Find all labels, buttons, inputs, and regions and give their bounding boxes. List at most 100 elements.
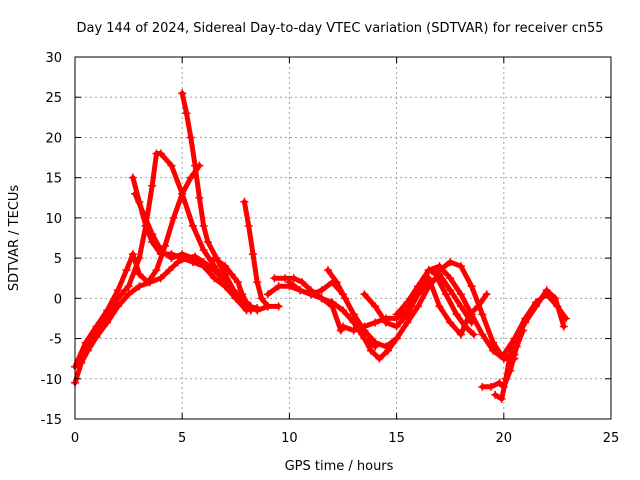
data-point (103, 310, 112, 319)
series-arc-18 (431, 270, 478, 339)
data-point (392, 310, 401, 319)
data-point (135, 270, 144, 279)
data-point (186, 133, 195, 142)
data-point (270, 274, 279, 283)
series-trace (394, 263, 517, 362)
data-point (371, 302, 380, 311)
data-point (195, 193, 204, 202)
data-point (113, 286, 122, 295)
y-tick-label: -10 (41, 373, 62, 388)
data-point (336, 326, 345, 335)
y-tick-label: 10 (45, 212, 62, 227)
data-point (210, 274, 219, 283)
data-point (349, 310, 358, 319)
data-point (360, 290, 369, 299)
data-point (244, 221, 253, 230)
data-point (317, 286, 326, 295)
data-point (461, 322, 470, 331)
data-point (242, 298, 251, 307)
data-point (199, 262, 208, 271)
data-point (285, 278, 294, 287)
data-point (165, 266, 174, 275)
data-point (156, 149, 165, 158)
data-point (542, 290, 551, 299)
data-point (358, 330, 367, 339)
data-point (495, 378, 504, 387)
data-point (446, 274, 455, 283)
data-point (199, 246, 208, 255)
data-point (446, 258, 455, 267)
data-point (403, 310, 412, 319)
x-axis-label: GPS time / hours (285, 459, 394, 474)
axis-ticks: 0 5 10 15 20 25 -15 -10 -5 0 5 10 15 20 25 30 (41, 51, 620, 446)
data-point (553, 302, 562, 311)
data-point (221, 262, 230, 271)
x-tick-label: 5 (178, 431, 186, 446)
data-point (381, 318, 390, 327)
data-point (441, 290, 450, 299)
data-point (128, 173, 137, 182)
data-point (240, 197, 249, 206)
x-tick-label: 10 (281, 431, 298, 446)
data-point (349, 326, 358, 335)
data-point (253, 278, 262, 287)
series-arc-6 (178, 89, 255, 315)
data-series (71, 89, 570, 403)
data-point (296, 286, 305, 295)
data-point (113, 294, 122, 303)
data-point (469, 330, 478, 339)
data-point (328, 298, 337, 307)
data-point (203, 238, 212, 247)
data-point (178, 250, 187, 259)
data-point (246, 302, 255, 311)
data-point (131, 189, 140, 198)
data-point (341, 294, 350, 303)
data-point (499, 350, 508, 359)
data-point (375, 354, 384, 363)
data-point (339, 306, 347, 315)
data-point (298, 278, 307, 287)
series-arc-12 (323, 266, 444, 363)
data-point (135, 254, 144, 263)
y-tick-label: 0 (54, 292, 62, 307)
data-point (173, 258, 182, 267)
data-point (229, 286, 238, 295)
data-point (456, 302, 465, 311)
data-point (501, 374, 510, 383)
data-point (128, 250, 137, 259)
data-point (456, 290, 465, 299)
data-point (188, 221, 197, 230)
y-tick-label: 20 (45, 131, 62, 146)
y-tick-label: 5 (54, 252, 62, 267)
data-point (456, 330, 465, 339)
data-point (92, 326, 101, 335)
data-point (253, 306, 262, 315)
data-point (317, 294, 326, 303)
data-point (371, 318, 380, 327)
plot-frame (74, 56, 612, 420)
data-point (424, 266, 433, 275)
data-point (210, 266, 219, 275)
y-axis-label: SDTVAR / TECUs (7, 185, 22, 292)
data-point (281, 274, 290, 283)
data-point (384, 346, 393, 355)
y-tick-label: -15 (41, 413, 62, 428)
data-point (456, 262, 465, 271)
data-point (467, 282, 476, 291)
data-point (167, 161, 176, 170)
data-point (478, 310, 487, 319)
data-point (403, 298, 412, 307)
data-point (135, 282, 144, 291)
data-point (263, 302, 272, 311)
data-point (424, 274, 433, 283)
data-point (491, 390, 500, 399)
data-point (221, 282, 230, 291)
data-point (431, 270, 440, 279)
data-point (227, 270, 236, 279)
data-point (360, 322, 369, 331)
data-point (478, 382, 487, 391)
data-point (306, 290, 315, 299)
data-point (152, 266, 161, 275)
data-point (452, 310, 461, 319)
x-tick-label: 20 (496, 431, 513, 446)
